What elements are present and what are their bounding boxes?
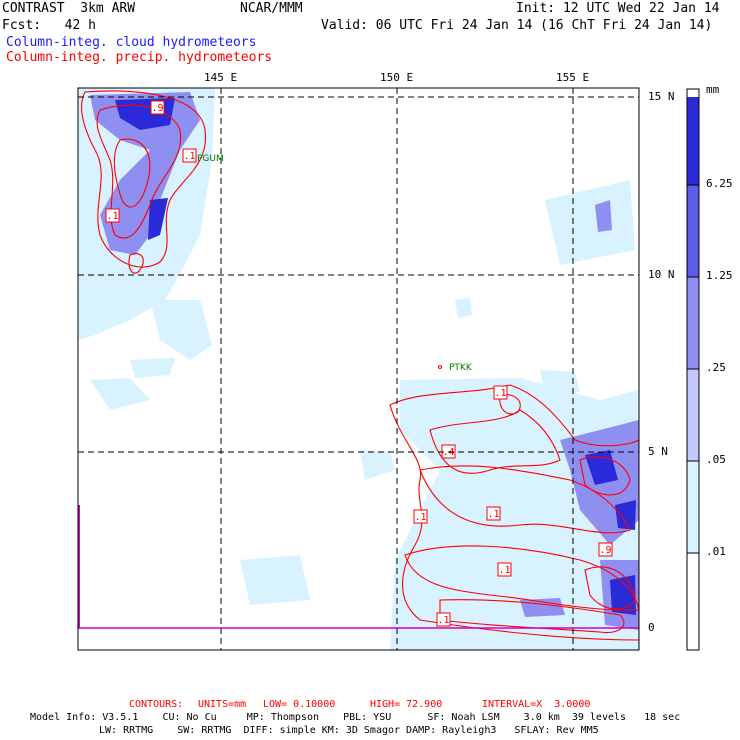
contour-box-1 (150, 100, 165, 115)
contour-label-3: .1 (106, 211, 118, 222)
contour-label-boxes (105, 100, 613, 627)
colorbar-level-.01: .01 (706, 545, 726, 558)
colorbar-level-.05: .05 (706, 453, 726, 466)
contour-box-4 (493, 385, 508, 400)
ptkk-island (438, 365, 442, 369)
forecast-hour: Fcst: 42 h (2, 18, 96, 33)
colorbar-level-6.25: 6.25 (706, 177, 733, 190)
model-info-line1: Model Info: V3.5.1 CU: No Cu MP: Thompso… (30, 712, 681, 723)
colorbar-level-1.25: 1.25 (706, 269, 733, 282)
contour-label-6: .1 (414, 512, 426, 523)
station-ptkk: PTKK (449, 363, 473, 373)
contour-label-7: .1 (487, 509, 499, 520)
colorbar-bin-3 (687, 277, 699, 369)
field-cloud-label: Column-integ. cloud hydrometeors (6, 35, 257, 50)
contour-label-8: .1 (498, 565, 510, 576)
contour-box-3 (105, 208, 120, 223)
colorbar-level-.25: .25 (706, 361, 726, 374)
contours-units: UNITS=mm (198, 699, 247, 710)
colorbar (686, 88, 700, 651)
contour-box-7 (486, 506, 501, 521)
contour-box-6 (413, 509, 428, 524)
contour-label-10: .9 (599, 545, 611, 556)
model-title: CONTRAST 3km ARW (2, 1, 136, 16)
contours-low: LOW= 0.10000 (263, 699, 336, 710)
contour-label-1: .9 (151, 103, 163, 114)
contour-box-8 (497, 562, 512, 577)
contour-label-2: .1 (183, 151, 195, 162)
contour-box-9 (436, 612, 451, 627)
field-precip-label: Column-integ. precip. hydrometeors (6, 50, 273, 65)
lon-label-150: 150 E (380, 71, 414, 84)
lon-label-155: 155 E (556, 71, 590, 84)
colorbar-bin-1 (687, 97, 699, 185)
center-name: NCAR/MMM (240, 1, 303, 16)
contour-box-10 (598, 542, 613, 557)
colorbar-bin-6 (687, 553, 699, 650)
valid-time: Valid: 06 UTC Fri 24 Jan 14 (16 ChT Fri … (321, 18, 713, 33)
station-pgum: PGUM (197, 154, 224, 164)
contour-box-2 (182, 148, 197, 163)
lat-label-10n: 10 N (648, 268, 675, 281)
lat-label-15n: 15 N (648, 90, 675, 103)
colorbar-bin-5 (687, 461, 699, 553)
lat-label-0: 0 (648, 621, 655, 634)
contours-high: HIGH= 72.900 (370, 699, 443, 710)
contours-label: CONTOURS: (129, 699, 184, 710)
map-plot-area: .9 .1 .1 .1 .4 .1 .1 .1 .1 .9 PGUM PTKK (78, 88, 639, 650)
colorbar-unit: mm (706, 83, 720, 96)
lat-label-5n: 5 N (648, 445, 668, 458)
init-time: Init: 12 UTC Wed 22 Jan 14 (516, 1, 720, 16)
map-frame (77, 87, 640, 651)
colorbar-bin-2 (687, 185, 699, 277)
contours-interval: INTERVAL=X 3.0000 (482, 699, 591, 710)
contour-label-9: .1 (437, 615, 449, 626)
colorbar-bin-4 (687, 369, 699, 461)
contour-label-4: .1 (494, 388, 506, 399)
model-info-line2: LW: RRTMG SW: RRTMG DIFF: simple KM: 3D … (99, 725, 599, 736)
lon-label-145: 145 E (204, 71, 238, 84)
